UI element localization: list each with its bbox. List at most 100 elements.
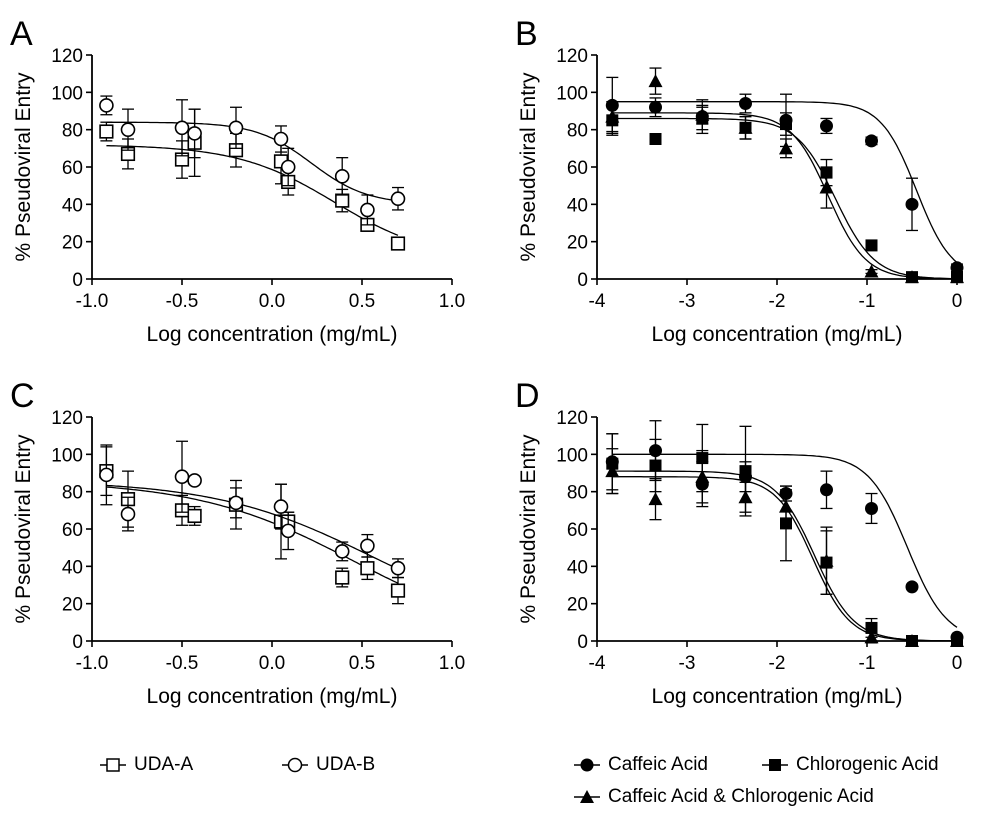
circle-open-marker <box>174 469 190 485</box>
series-caffeic-acid-chlorogenic-acid <box>605 67 964 284</box>
chart-panel-a: A 0 20 40 60 80 100 120 -1.0 -0.5 0.0 0.5 1.0 Log con… <box>10 15 465 346</box>
series-caffeic-acid-chlorogenic-acid <box>605 448 964 647</box>
circle-filled-marker <box>649 100 662 114</box>
y-tick-label: 0 <box>577 632 588 653</box>
legend-label: Chlorogenic Acid <box>796 754 939 775</box>
square-filled-marker <box>865 239 878 252</box>
x-tick-label: -2 <box>769 653 786 674</box>
y-tick-label: 80 <box>567 121 588 142</box>
circle-open-marker <box>174 120 190 136</box>
circle-filled-marker <box>820 119 833 133</box>
x-tick-label: 0 <box>952 653 963 674</box>
fit-curve <box>612 117 958 280</box>
triangle-filled-marker <box>905 634 919 647</box>
square-filled-marker <box>739 465 752 478</box>
series-caffeic-acid <box>605 420 964 644</box>
square-open-marker <box>99 124 114 139</box>
y-tick-label: 60 <box>62 158 83 179</box>
legend-item-caffeic-acid: Caffeic Acid <box>574 754 708 776</box>
x-tick-label: -4 <box>589 653 606 674</box>
circle-open-marker <box>120 122 136 137</box>
x-tick-label: -0.5 <box>166 291 199 312</box>
chart-panel-d: D 0 20 40 60 80 100 120 -4 -3 -2 -1 0 Log concentrati… <box>515 377 964 708</box>
y-tick-label: 0 <box>72 632 83 653</box>
series-chlorogenic-acid <box>606 104 963 284</box>
x-tick-label: -3 <box>679 653 696 674</box>
circle-filled-marker <box>865 501 878 515</box>
triangle-filled-marker <box>648 492 663 506</box>
y-tick-label: 120 <box>556 408 588 429</box>
triangle-filled-marker <box>738 120 753 134</box>
y-tick-label: 100 <box>51 445 83 466</box>
x-tick-label: -1 <box>859 653 876 674</box>
triangle-filled-marker <box>950 270 964 284</box>
circle-open-marker <box>99 467 114 483</box>
y-tick-label: 80 <box>62 121 83 142</box>
circle-filled-marker <box>820 483 833 497</box>
circle-open-marker <box>360 538 375 554</box>
y-tick-label: 0 <box>72 270 83 291</box>
y-tick-label: 20 <box>62 595 83 616</box>
square-open-marker <box>187 508 202 524</box>
y-tick-label: 120 <box>51 46 83 67</box>
y-tick-label: 20 <box>62 233 83 254</box>
triangle-filled-marker <box>905 270 919 284</box>
y-axis-label: % Pseudoviral Entry <box>517 72 540 262</box>
triangle-filled-marker <box>779 499 793 513</box>
circle-open-marker <box>187 473 202 488</box>
y-tick-label: 0 <box>577 270 588 291</box>
fit-curve <box>612 453 958 628</box>
circle-open-marker <box>120 506 136 522</box>
series-uda-b <box>99 95 406 226</box>
circle-open-marker-icon <box>282 757 308 773</box>
legend-label: Caffeic Acid & Chlorogenic Acid <box>608 786 874 807</box>
series-caffeic-acid <box>605 76 964 275</box>
x-axis-label: Log concentration (mg/mL) <box>652 685 903 708</box>
triangle-filled-marker <box>605 109 620 123</box>
triangle-filled-marker <box>738 490 753 504</box>
square-filled-marker-icon <box>762 759 788 771</box>
legend-label: UDA-A <box>134 754 194 775</box>
y-tick-label: 60 <box>62 520 83 541</box>
x-tick-label: 0 <box>952 291 963 312</box>
triangle-filled-marker <box>819 553 834 567</box>
circle-filled-marker <box>905 580 919 594</box>
y-tick-label: 40 <box>62 195 83 216</box>
triangle-filled-marker <box>819 180 834 194</box>
panel-label: B <box>515 15 538 53</box>
y-tick-label: 40 <box>62 557 83 578</box>
square-filled-marker <box>649 133 662 145</box>
circle-open-marker <box>273 131 289 147</box>
circle-open-marker <box>390 191 406 207</box>
triangle-filled-marker <box>695 469 710 483</box>
y-axis-label: % Pseudoviral Entry <box>12 72 35 262</box>
series-uda-a <box>99 446 406 605</box>
x-tick-label: 0.0 <box>259 653 285 674</box>
x-axis-label: Log concentration (mg/mL) <box>147 685 398 708</box>
square-open-marker <box>360 561 375 576</box>
fit-curve <box>106 121 399 202</box>
chart-panel-c: C 0 20 40 60 80 100 120 -1.0 -0.5 0.0 0.5 1.0 Log con… <box>10 377 465 708</box>
square-filled-marker <box>865 621 878 634</box>
circle-filled-marker <box>739 97 752 111</box>
x-tick-label: -1.0 <box>76 291 109 312</box>
x-tick-label: -1 <box>859 291 876 312</box>
x-tick-label: -4 <box>589 291 606 312</box>
fit-curve <box>612 112 957 280</box>
x-tick-label: 1.0 <box>439 653 465 674</box>
circle-open-marker <box>187 126 202 141</box>
y-tick-label: 100 <box>51 83 83 104</box>
legend-label: UDA-B <box>316 754 376 775</box>
legend-item-uda-a: UDA-A <box>100 754 193 776</box>
circle-open-marker <box>280 159 296 175</box>
triangle-filled-marker <box>695 107 710 121</box>
legend-item-combination: Caffeic Acid & Chlorogenic Acid <box>574 786 874 808</box>
y-tick-label: 100 <box>556 445 588 466</box>
circle-filled-marker <box>865 134 878 148</box>
series-chlorogenic-acid <box>606 423 963 647</box>
fit-curve <box>106 145 399 236</box>
y-tick-label: 60 <box>567 520 588 541</box>
fit-curve <box>106 486 399 584</box>
y-tick-label: 20 <box>567 595 588 616</box>
